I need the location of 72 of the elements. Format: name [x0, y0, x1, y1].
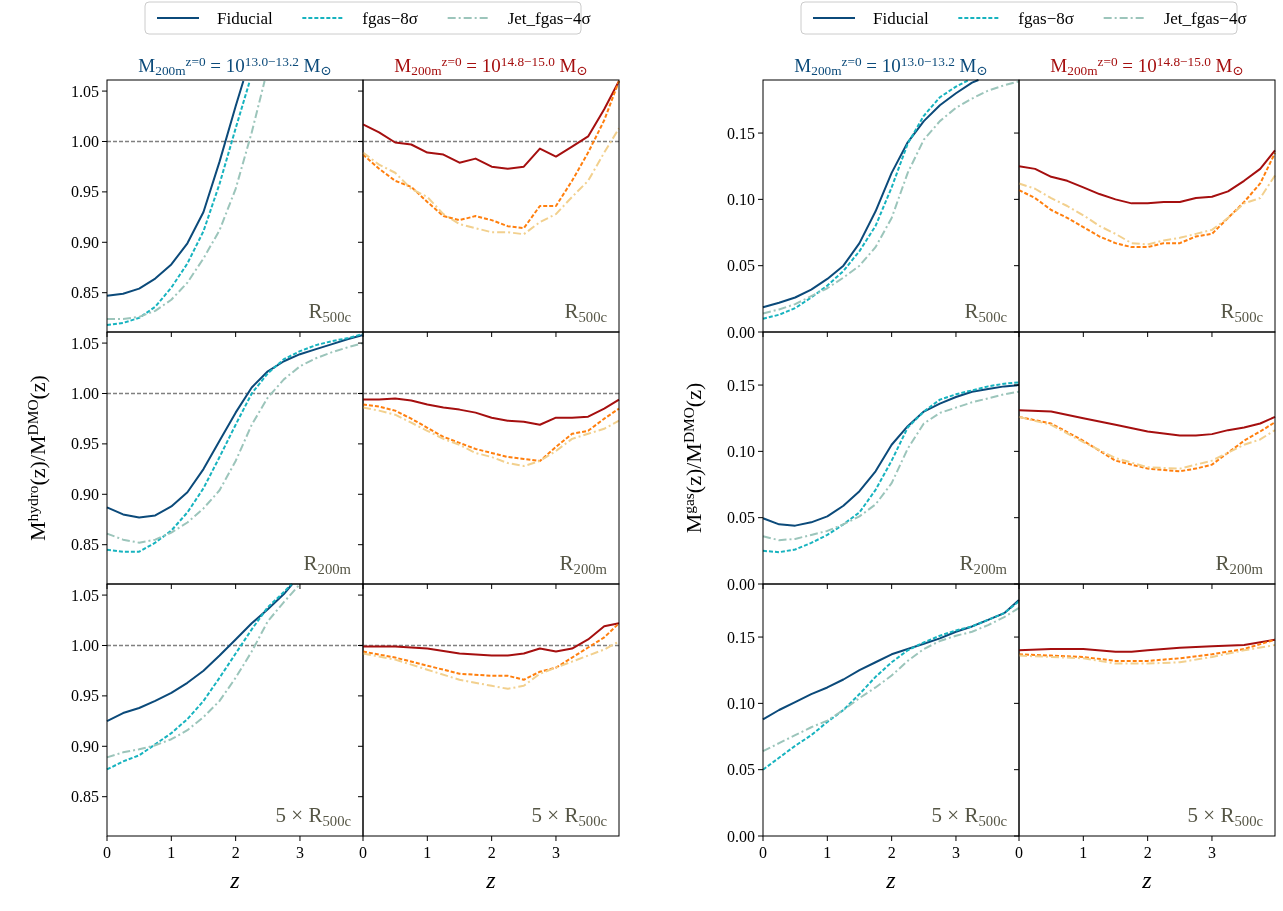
x-tick-label: 2 [487, 844, 496, 861]
x-tick-label: 3 [951, 844, 960, 861]
y-tick-label: 0.15 [727, 628, 755, 646]
x-tick-label: 1 [823, 844, 832, 861]
legend-label: Fiducial [873, 9, 929, 28]
legend-label: Fiducial [217, 9, 273, 28]
line-series [106, 80, 245, 297]
y-tick-label: 0.05 [727, 761, 755, 779]
annotation: 5 × R$_{500c}$ [275, 803, 352, 829]
x-tick-label: 3 [1207, 844, 1216, 861]
y-tick-label: 1.05 [71, 334, 99, 352]
x-tick-label: 0 [759, 844, 767, 861]
y-tick-label: 0.05 [727, 509, 755, 527]
annotation: 5 × R$_{500c}$ [931, 803, 1008, 829]
y-tick-label: 1.00 [71, 133, 99, 151]
annotation: R$_{500c}$ [308, 299, 352, 325]
legend-label: fgas−8σ [1018, 9, 1074, 28]
x-tick-label: 2 [887, 844, 896, 861]
y-tick-label: 0.90 [71, 485, 99, 503]
x-axis-title: z [485, 867, 497, 893]
y-tick-label: 0.85 [71, 788, 99, 806]
y-tick-label: 0.10 [727, 442, 755, 460]
x-axis-title: z [229, 867, 241, 893]
annotation: R$_{200m}$ [959, 551, 1008, 577]
legend-label: Jet_fgas−4σ [507, 9, 591, 28]
legend-label: fgas−8σ [362, 9, 418, 28]
chart-title: M$_{200m}$$^{z=0}$ = 10$^{13.0−13.2}$ M$_{⊙}$ [138, 54, 332, 79]
y-tick-label: 1.00 [71, 385, 99, 403]
x-tick-label: 0 [1015, 844, 1023, 861]
y-tick-label: 1.05 [71, 82, 99, 100]
x-tick-label: 2 [1143, 844, 1152, 861]
annotation: R$_{200m}$ [559, 551, 608, 577]
y-tick-label: 0.85 [71, 536, 99, 554]
line-series [106, 583, 294, 723]
annotation: R$_{200m}$ [303, 551, 352, 577]
x-tick-label: 3 [551, 844, 560, 861]
y-tick-label: 0.00 [727, 575, 755, 593]
y-tick-label: 1.05 [71, 586, 99, 604]
annotation: 5 × R$_{500c}$ [531, 803, 608, 829]
y-tick-label: 0.00 [727, 323, 755, 341]
y-tick-label: 0.05 [727, 257, 755, 275]
annotation: R$_{500c}$ [1220, 299, 1264, 325]
x-tick-label: 3 [295, 844, 304, 861]
y-tick-label: 0.15 [727, 376, 755, 394]
annotation: R$_{500c}$ [564, 299, 608, 325]
y-tick-label: 0.10 [727, 694, 755, 712]
y-tick-label: 1.00 [71, 637, 99, 655]
y-tick-label: 0.15 [727, 124, 755, 142]
y-tick-label: 0.95 [71, 687, 99, 705]
y-tick-label: 0.95 [71, 435, 99, 453]
x-axis-title: z [1141, 867, 1153, 893]
chart-title: M$_{200m}$$^{z=0}$ = 10$^{13.0−13.2}$ M$_{⊙}$ [794, 54, 988, 79]
annotation: R$_{500c}$ [964, 299, 1008, 325]
y-tick-label: 0.85 [71, 284, 99, 302]
x-tick-label: 1 [1079, 844, 1088, 861]
chart-title: M$_{200m}$$^{z=0}$ = 10$^{14.8−15.0}$ M$_{⊙}$ [1050, 54, 1244, 79]
annotation: 5 × R$_{500c}$ [1187, 803, 1264, 829]
y-tick-label: 0.95 [71, 183, 99, 201]
chart-title: M$_{200m}$$^{z=0}$ = 10$^{14.8−15.0}$ M$_{⊙}$ [394, 54, 588, 79]
y-tick-label: 0.90 [71, 233, 99, 251]
y-tick-label: 0.00 [727, 827, 755, 845]
x-tick-label: 0 [103, 844, 111, 861]
line-series [762, 598, 1020, 721]
x-tick-label: 0 [359, 844, 367, 861]
x-tick-label: 2 [231, 844, 240, 861]
annotation: R$_{200m}$ [1215, 551, 1264, 577]
x-tick-label: 1 [167, 844, 176, 861]
y-tick-label: 0.90 [71, 737, 99, 755]
legend-label: Jet_fgas−4σ [1163, 9, 1247, 28]
x-tick-label: 1 [423, 844, 432, 861]
x-axis-title: z [885, 867, 897, 893]
y-tick-label: 0.10 [727, 190, 755, 208]
